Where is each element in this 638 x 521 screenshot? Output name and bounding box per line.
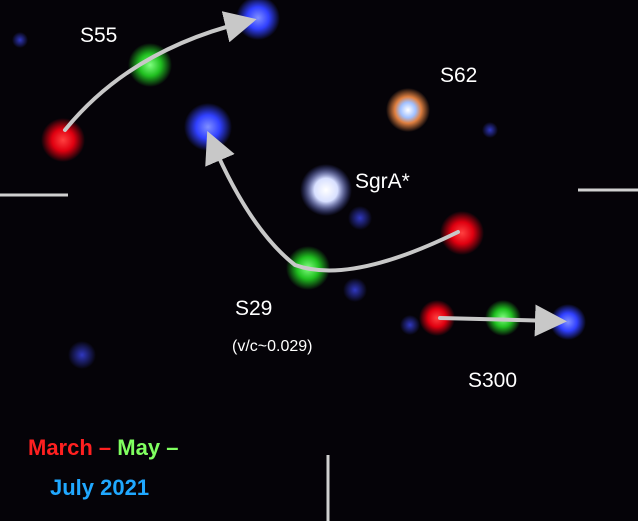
star-label: S300 <box>468 369 517 392</box>
legend-may: May <box>117 435 161 460</box>
speed-label: (v/c~0.029) <box>232 338 312 355</box>
star-label: S62 <box>440 64 477 87</box>
motion-arrows <box>63 11 567 337</box>
legend-march: March <box>28 435 93 460</box>
legend: March – May – <box>28 435 178 460</box>
legend-dash: – <box>99 435 111 460</box>
stars <box>41 0 586 340</box>
faint-stars <box>12 32 498 369</box>
star-label: SgrA* <box>355 170 410 193</box>
star-label: S55 <box>80 24 117 47</box>
legend-july: July 2021 <box>50 475 149 500</box>
legend-dash: – <box>166 435 178 460</box>
crosshair <box>0 188 638 521</box>
star-label: S29 <box>235 297 272 320</box>
